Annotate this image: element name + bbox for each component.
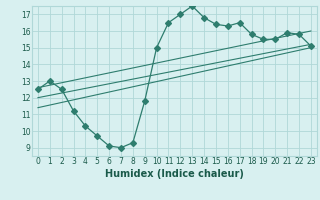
X-axis label: Humidex (Indice chaleur): Humidex (Indice chaleur) <box>105 169 244 179</box>
